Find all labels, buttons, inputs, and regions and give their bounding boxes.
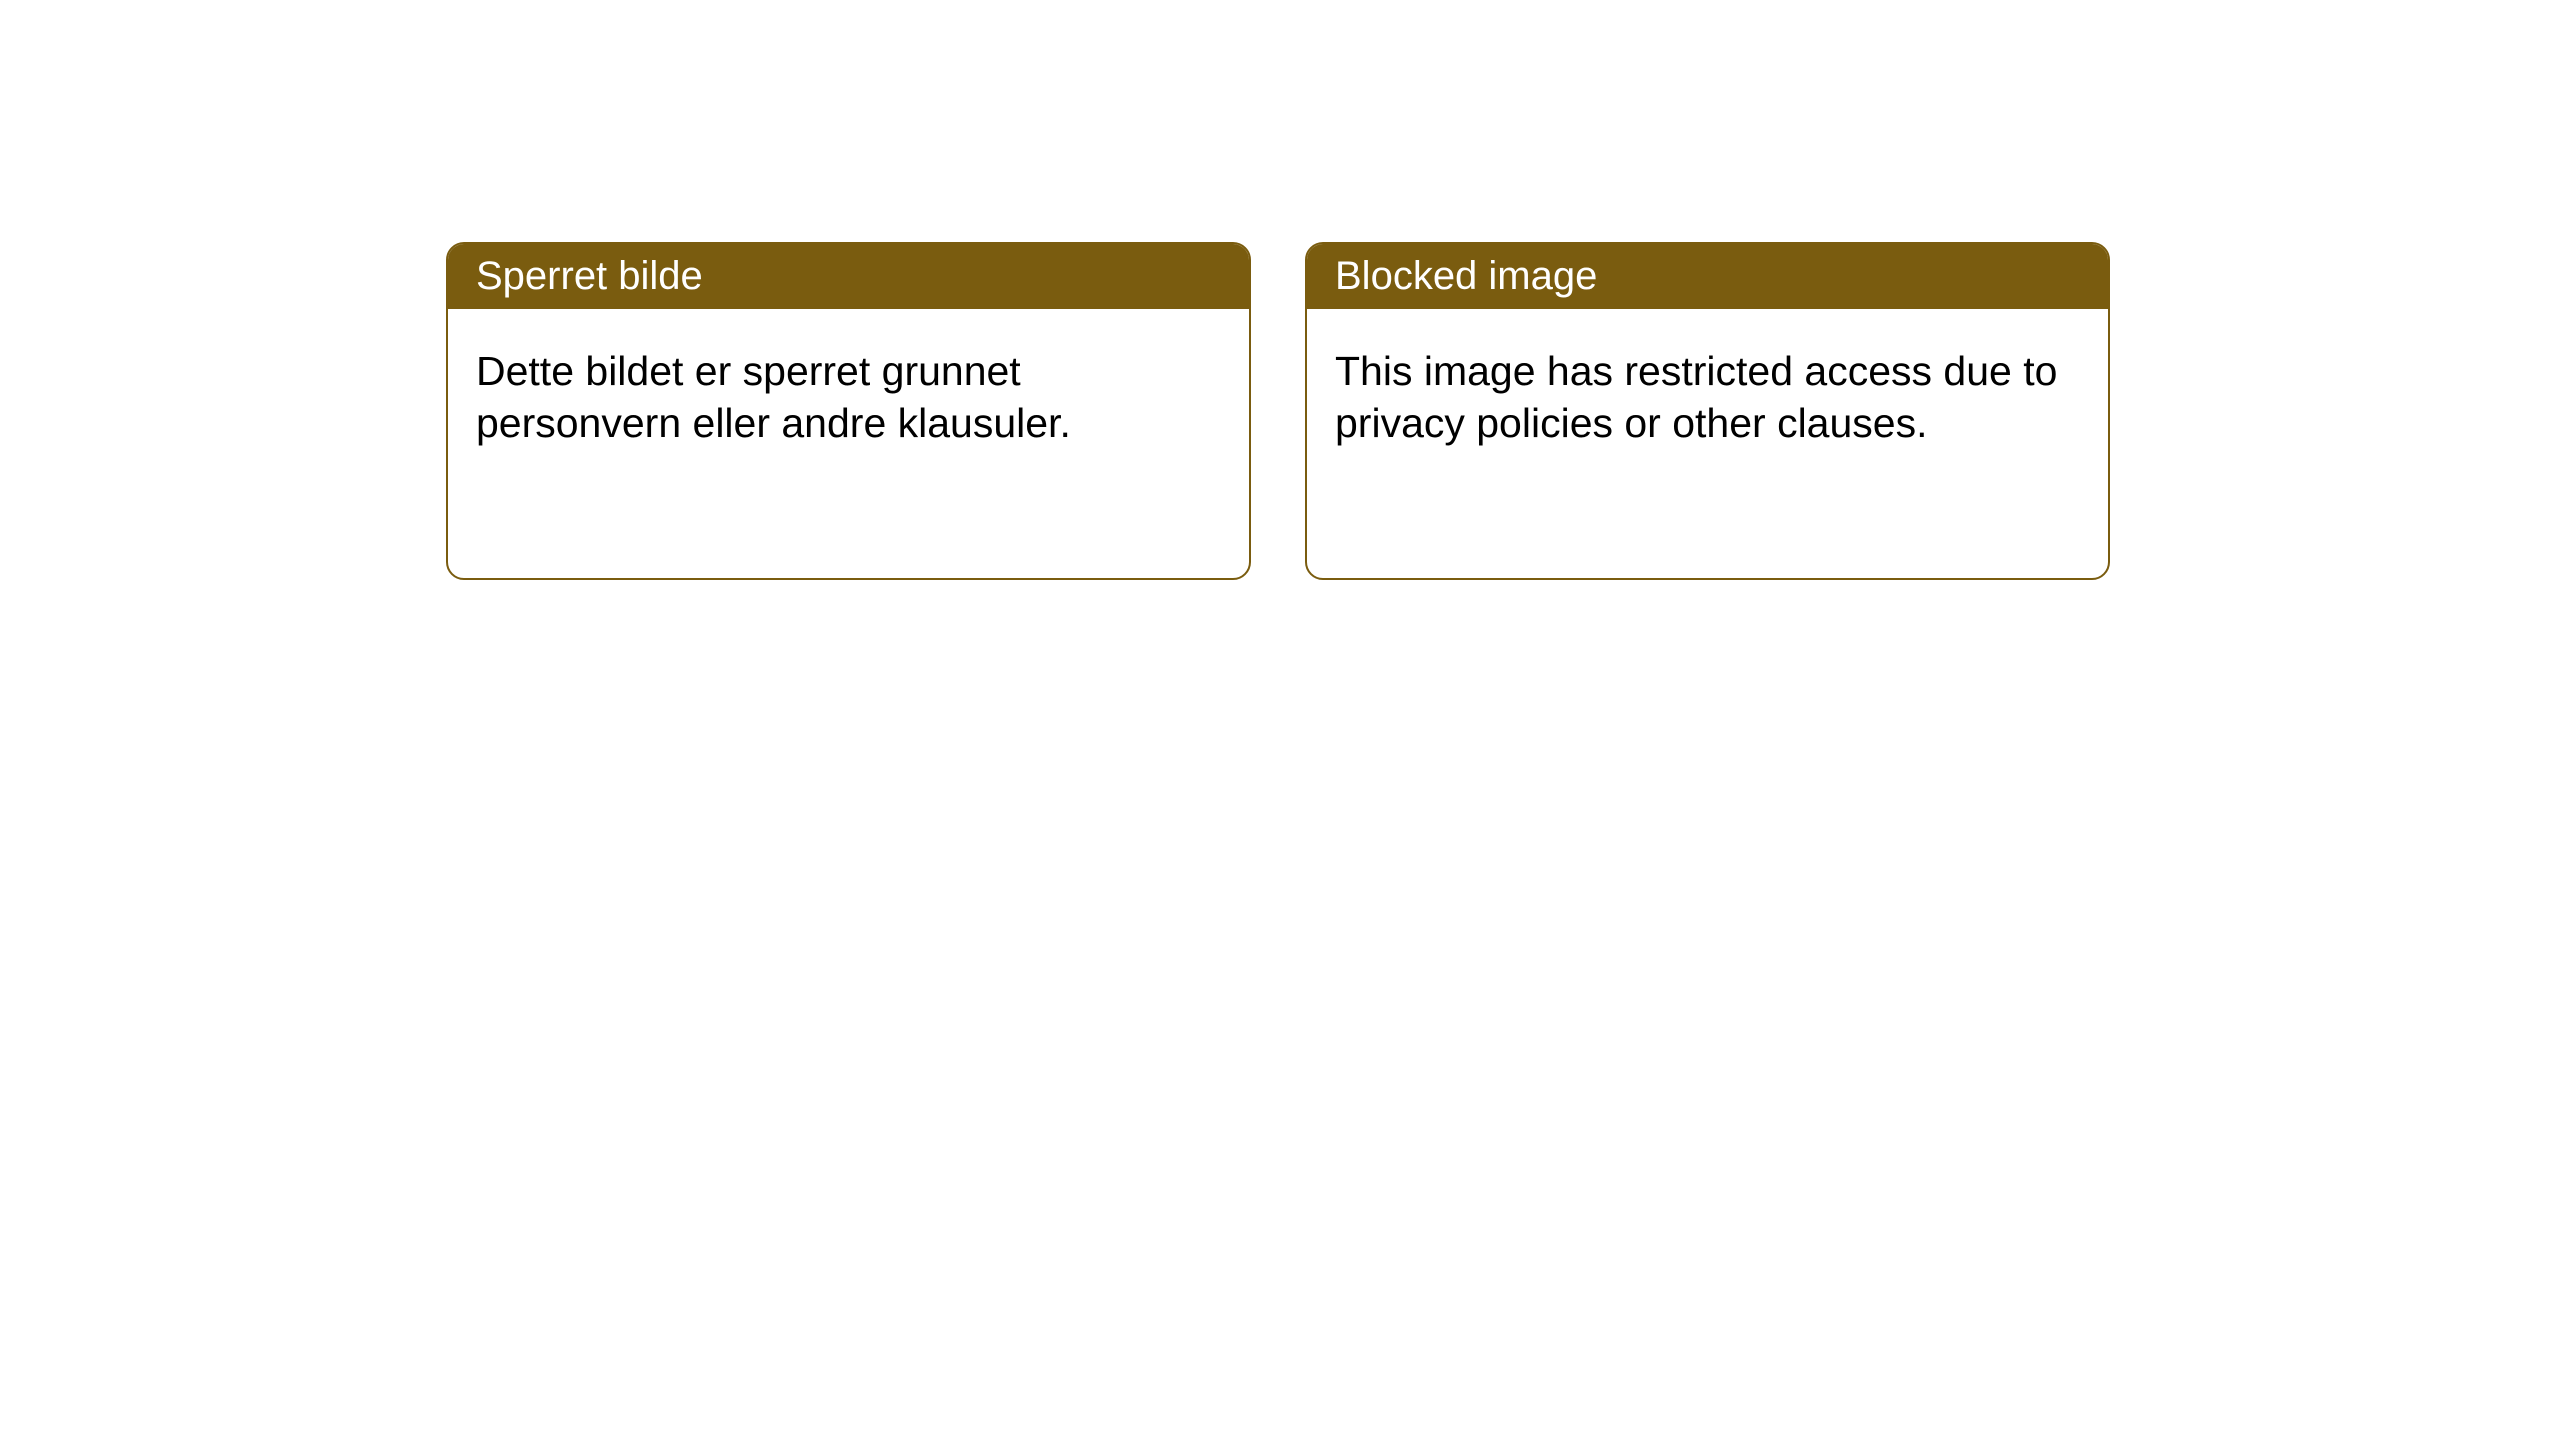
card-title: Blocked image (1335, 254, 1597, 298)
card-body-text: This image has restricted access due to … (1335, 348, 2057, 446)
card-body-text: Dette bildet er sperret grunnet personve… (476, 348, 1071, 446)
card-body: Dette bildet er sperret grunnet personve… (448, 309, 1249, 486)
card-title: Sperret bilde (476, 254, 703, 298)
notice-card-norwegian: Sperret bilde Dette bildet er sperret gr… (446, 242, 1251, 580)
card-header: Sperret bilde (448, 244, 1249, 309)
notice-cards-container: Sperret bilde Dette bildet er sperret gr… (0, 0, 2560, 580)
card-body: This image has restricted access due to … (1307, 309, 2108, 486)
notice-card-english: Blocked image This image has restricted … (1305, 242, 2110, 580)
card-header: Blocked image (1307, 244, 2108, 309)
